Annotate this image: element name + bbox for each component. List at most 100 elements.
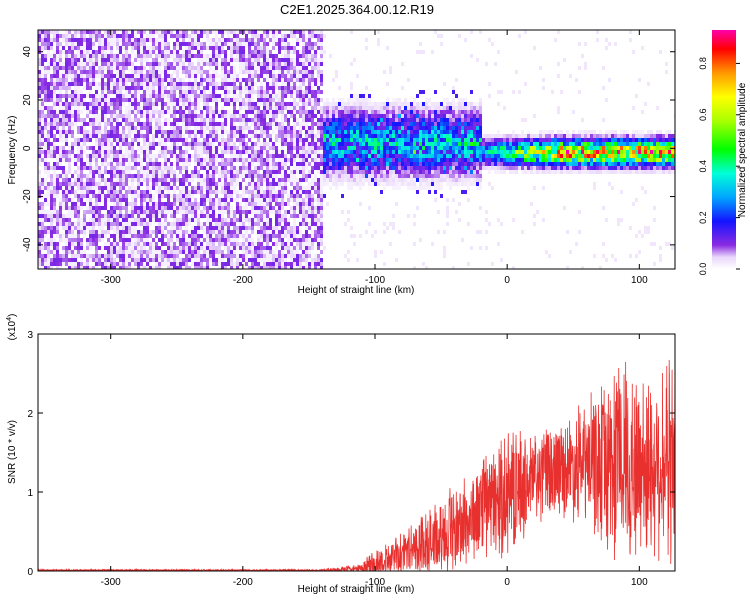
spectrogram-cell: [146, 178, 149, 182]
spectrogram-cell: [92, 46, 95, 50]
spectrogram-cell: [182, 242, 185, 246]
spectrogram-cell: [248, 54, 251, 58]
spectrogram-cell: [215, 66, 218, 70]
spectrogram-cell: [317, 98, 320, 102]
spectrogram-cell: [281, 190, 284, 194]
spectrogram-cell: [251, 90, 254, 94]
spectrogram-cell: [125, 174, 128, 178]
spectrogram-cell: [83, 122, 86, 126]
spectrogram-cell: [302, 46, 305, 50]
spectrogram-cell: [212, 138, 215, 142]
spectrogram-cell: [209, 30, 212, 34]
spectrogram-cell: [275, 78, 278, 82]
spectrogram-cell: [128, 90, 131, 94]
spectrogram-cell: [209, 62, 212, 66]
spectrogram-cell: [143, 146, 146, 150]
spectrogram-cell: [248, 182, 251, 186]
spectrogram-cell: [233, 70, 236, 74]
spectrogram-cell: [125, 166, 128, 170]
spectrogram-cell: [320, 194, 323, 198]
spectrogram-cell: [95, 158, 98, 162]
spectrogram-cell: [209, 66, 212, 70]
spectrogram-cell: [110, 142, 113, 146]
spectrogram-cell: [209, 134, 212, 138]
spectrogram-cell: [224, 138, 227, 142]
spectrogram-cell: [110, 106, 113, 110]
spectrogram-cell: [332, 114, 335, 118]
spectrogram-cell: [329, 134, 332, 138]
spectrogram-cell: [278, 242, 281, 246]
spectrogram-cell: [104, 118, 107, 122]
spectrogram-cell: [65, 70, 68, 74]
spectrogram-cell: [290, 150, 293, 154]
spectrogram-cell: [200, 246, 203, 250]
spectrogram-cell: [167, 178, 170, 182]
spectrogram-cell: [92, 70, 95, 74]
spectrogram-cell: [98, 234, 101, 238]
spectrogram-cell: [272, 154, 275, 158]
spectrogram-cell: [299, 230, 302, 234]
spectrogram-cell: [161, 202, 164, 206]
spectrogram-cell: [86, 86, 89, 90]
spectrogram-cell: [50, 230, 53, 234]
spectrogram-cell: [284, 54, 287, 58]
spectrogram-cell: [299, 186, 302, 190]
spectrogram-cell: [143, 30, 146, 34]
spectrogram-cell: [167, 186, 170, 190]
spectrogram-cell: [278, 266, 281, 269]
spectrogram-cell: [125, 242, 128, 246]
spectrogram-cell: [149, 34, 152, 38]
spectrogram-cell: [221, 126, 224, 130]
spectrogram-cell: [221, 158, 224, 162]
spectrogram-cell: [137, 262, 140, 266]
spectrogram-cell: [206, 262, 209, 266]
spectrogram-cell: [269, 186, 272, 190]
spectrogram-cell: [272, 146, 275, 150]
spectrogram-cell: [68, 82, 71, 86]
spectrogram-cell: [263, 162, 266, 166]
spectrogram-cell: [86, 166, 89, 170]
spectrogram-cell: [302, 70, 305, 74]
spectrogram-cell: [170, 222, 173, 226]
spectrogram-cell: [44, 42, 47, 46]
spectrogram-cell: [296, 66, 299, 70]
spectrogram-cell: [146, 186, 149, 190]
spectrogram-cell: [338, 138, 341, 142]
spectrogram-cell: [314, 34, 317, 38]
spectrogram-cell: [233, 178, 236, 182]
spectrogram-cell: [143, 194, 146, 198]
spectrogram-cell: [266, 254, 269, 258]
spectrogram-cell: [164, 38, 167, 42]
spectrogram-cell: [236, 206, 239, 210]
spectrogram-cell: [272, 166, 275, 170]
spectrogram-cell: [131, 118, 134, 122]
spectrogram-cell: [140, 78, 143, 82]
spectrogram-cell: [188, 146, 191, 150]
spectrogram-cell: [107, 38, 110, 42]
spectrogram-cell: [56, 150, 59, 154]
spectrogram-cell: [278, 94, 281, 98]
spectrogram-cell: [290, 190, 293, 194]
spectrogram-cell: [137, 110, 140, 114]
spectrogram-cell: [113, 74, 116, 78]
spectrogram-cell: [116, 206, 119, 210]
spectrogram-cell: [59, 86, 62, 90]
spectrogram-cell: [230, 58, 233, 62]
spectrogram-cell: [185, 54, 188, 58]
spectrogram-cell: [110, 210, 113, 214]
spectrogram-cell: [272, 182, 275, 186]
spectrogram-cell: [206, 106, 209, 110]
spectrogram-cell: [128, 222, 131, 226]
spectrogram-cell: [188, 206, 191, 210]
spectrogram-cell: [125, 150, 128, 154]
spectrogram-cell: [56, 266, 59, 269]
spectrogram-cell: [257, 154, 260, 158]
spectrogram-cell: [140, 98, 143, 102]
spectrogram-cell: [200, 66, 203, 70]
spectrogram-cell: [248, 178, 251, 182]
spectrogram-cell: [74, 158, 77, 162]
spectrogram-cell: [314, 114, 317, 118]
spectrogram-cell: [158, 246, 161, 250]
spectrogram-cell: [266, 150, 269, 154]
spectrogram-cell: [188, 202, 191, 206]
